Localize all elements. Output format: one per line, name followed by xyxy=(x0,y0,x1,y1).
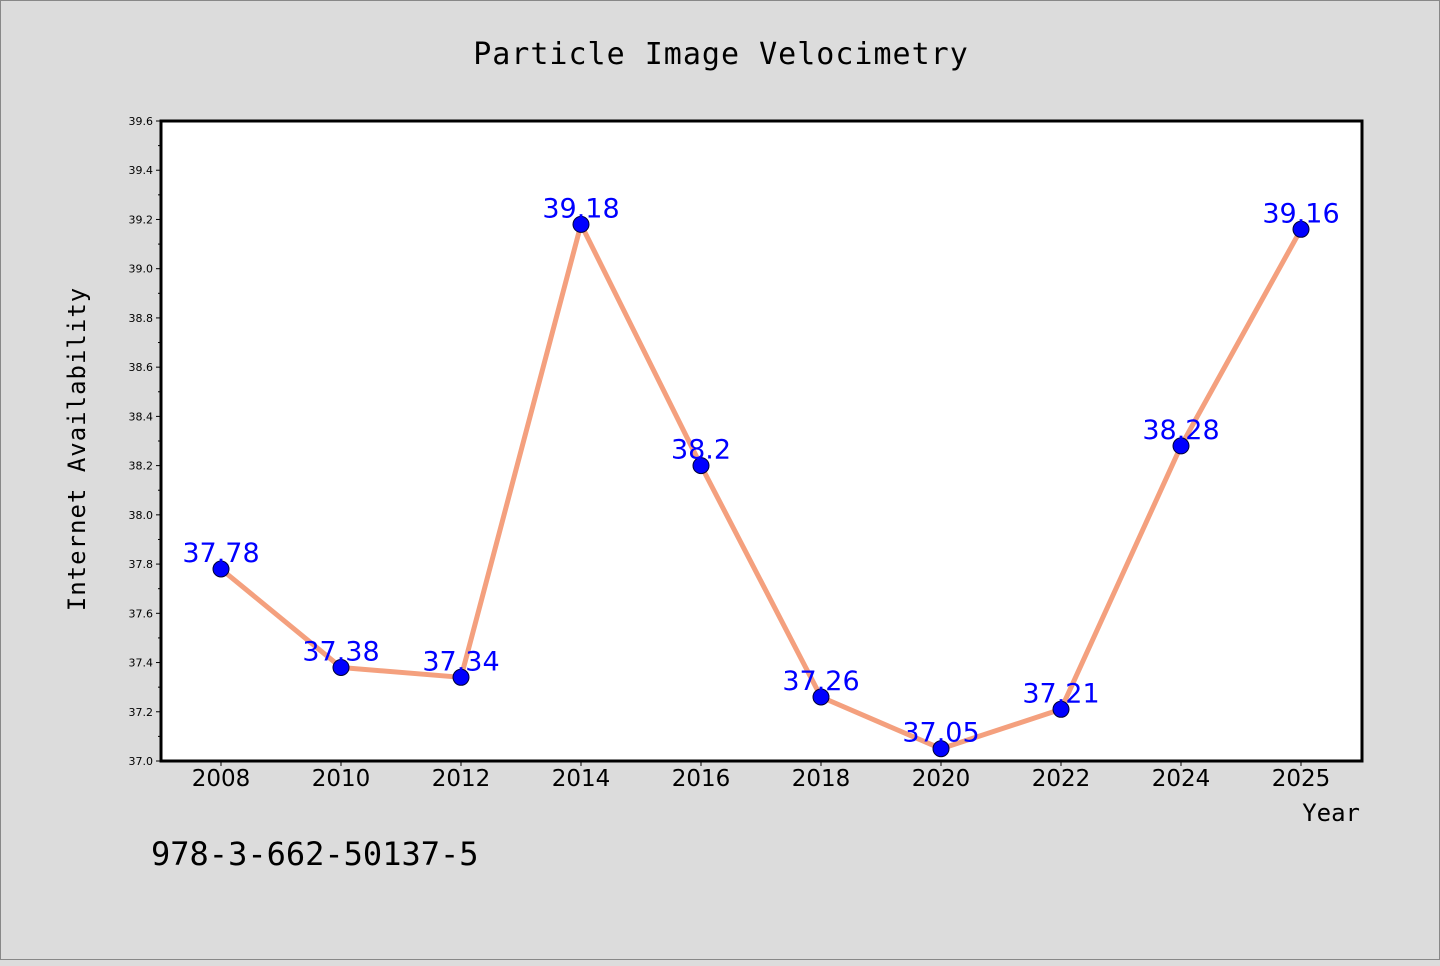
data-point xyxy=(1292,220,1310,238)
data-point xyxy=(932,740,950,758)
data-labels: 37.78 37.38 37.34 39.18 38.2 37.26 37.05 37.21 3… xyxy=(182,193,1339,748)
x-tick-label: 2020 xyxy=(912,766,971,792)
x-axis: 2008 2010 2012 2014 2016 2018 2020 2022 2024 2025 xyxy=(192,761,1331,792)
data-point xyxy=(692,457,710,475)
data-point xyxy=(332,658,350,676)
data-label: 37.05 xyxy=(902,718,979,749)
x-tick-label: 2022 xyxy=(1032,766,1091,792)
y-axis-label: Internet Availability xyxy=(63,287,91,611)
data-point xyxy=(572,215,590,233)
y-tick-label: 37.2 xyxy=(129,706,154,719)
x-tick-label: 2018 xyxy=(792,766,851,792)
x-tick-label: 2012 xyxy=(432,766,491,792)
series-line xyxy=(219,221,1304,752)
y-tick-label: 38.0 xyxy=(129,509,154,522)
y-tick-label: 37.4 xyxy=(129,657,154,670)
data-label: 39.18 xyxy=(542,193,619,224)
y-tick-label: 38.4 xyxy=(129,410,154,423)
data-label: 37.21 xyxy=(1022,678,1099,709)
data-label: 38.2 xyxy=(671,435,731,466)
y-axis: 37.0 37.2 37.4 37.6 37.8 38.0 38.2 38.4 38.6 38.8… xyxy=(129,115,161,768)
data-point xyxy=(1052,700,1070,718)
x-axis-label: Year xyxy=(1302,799,1360,827)
y-tick-label: 38.8 xyxy=(129,312,154,325)
data-label: 37.38 xyxy=(302,636,379,667)
y-tick-label: 37.0 xyxy=(129,755,154,768)
x-tick-label: 2024 xyxy=(1152,766,1211,792)
chart-title: Particle Image Velocimetry xyxy=(473,37,969,72)
y-tick-label: 37.6 xyxy=(129,607,154,620)
y-tick-label: 38.6 xyxy=(129,361,154,374)
data-label: 37.34 xyxy=(422,646,499,677)
series-0 xyxy=(212,215,1310,758)
data-label: 37.78 xyxy=(182,538,259,569)
y-tick-label: 39.4 xyxy=(129,164,154,177)
data-point xyxy=(212,560,230,578)
x-tick-label: 2016 xyxy=(672,766,731,792)
y-tick-label: 39.6 xyxy=(129,115,154,128)
x-tick-label: 2010 xyxy=(312,766,371,792)
y-tick-label: 39.0 xyxy=(129,263,154,276)
data-label: 38.28 xyxy=(1142,415,1219,446)
x-tick-label: 2008 xyxy=(192,766,251,792)
data-label: 39.16 xyxy=(1262,198,1339,229)
y-tick-label: 37.8 xyxy=(129,558,154,571)
y-tick-label: 38.2 xyxy=(129,460,154,473)
data-point xyxy=(1172,437,1190,455)
data-point xyxy=(812,688,830,706)
caption-text: 978-3-662-50137-5 xyxy=(151,835,479,873)
x-tick-label: 2014 xyxy=(552,766,611,792)
x-tick-label: 2025 xyxy=(1272,766,1331,792)
data-label: 37.26 xyxy=(782,666,859,697)
y-tick-label: 39.2 xyxy=(129,213,154,226)
plot-area xyxy=(159,119,1364,763)
data-point xyxy=(452,668,470,686)
